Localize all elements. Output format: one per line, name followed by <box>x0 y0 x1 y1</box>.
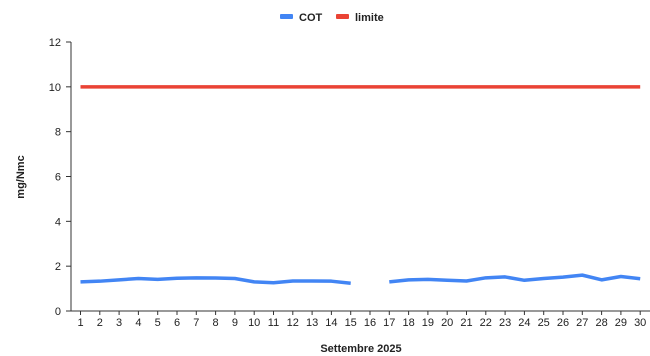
x-tick-label: 1 <box>77 317 83 329</box>
x-tick-label: 9 <box>232 317 238 329</box>
x-tick-label: 5 <box>155 317 161 329</box>
x-tick-label: 20 <box>441 317 453 329</box>
x-tick-label: 13 <box>306 317 318 329</box>
x-tick-label: 11 <box>268 317 279 329</box>
x-tick-label: 18 <box>402 317 414 329</box>
x-tick-label: 27 <box>576 317 588 329</box>
x-tick-label: 7 <box>193 317 199 329</box>
x-tick-label: 2 <box>97 317 103 329</box>
y-tick-label: 4 <box>55 216 61 228</box>
x-tick-label: 15 <box>345 317 357 329</box>
legend: COT limite <box>280 12 384 24</box>
y-tick-label: 10 <box>49 82 61 94</box>
y-tick-label: 0 <box>55 306 61 318</box>
series-line-cot[interactable] <box>80 273 641 285</box>
y-axis-title: mg/Nmc <box>15 155 27 198</box>
y-tick-label: 6 <box>55 172 61 184</box>
x-tick-label: 30 <box>634 317 646 329</box>
legend-swatch-cot <box>280 14 293 19</box>
y-tick-label: 2 <box>55 261 61 273</box>
legend-label-cot: COT <box>299 12 323 24</box>
x-tick-label: 16 <box>364 317 376 329</box>
x-tick-label: 14 <box>325 317 337 329</box>
x-tick-label: 23 <box>499 317 511 329</box>
x-tick-label: 19 <box>422 317 434 329</box>
x-tick-label: 28 <box>595 317 607 329</box>
x-tick-label: 17 <box>383 317 395 329</box>
legend-label-limite: limite <box>355 12 384 24</box>
x-tick-label: 8 <box>213 317 219 329</box>
x-tick-label: 29 <box>615 317 627 329</box>
x-tick-label: 4 <box>135 317 141 329</box>
x-tick-label: 25 <box>538 317 550 329</box>
x-tick-label: 24 <box>518 317 530 329</box>
x-tick-label: 3 <box>116 317 122 329</box>
legend-swatch-limite <box>336 14 349 19</box>
x-tick-label: 6 <box>174 317 180 329</box>
x-tick-label: 10 <box>248 317 260 329</box>
legend-item-cot[interactable]: COT <box>280 12 323 24</box>
x-tick-label: 22 <box>480 317 492 329</box>
x-tick-label: 26 <box>557 317 569 329</box>
x-axis-title: Settembre 2025 <box>320 343 401 355</box>
y-tick-label: 8 <box>55 127 61 139</box>
y-ticks: 0 2 4 6 8 10 12 <box>49 37 71 318</box>
x-tick-label: 21 <box>460 317 472 329</box>
x-tick-label: 12 <box>287 317 299 329</box>
x-ticks: 1 2 3 4 5 6 7 8 9 10 11 12 13 14 15 16 17 18 19 20 21 22 23 24 2… <box>77 311 646 329</box>
y-tick-label: 12 <box>49 37 61 49</box>
legend-item-limite[interactable]: limite <box>336 12 384 24</box>
series-layer <box>80 85 641 285</box>
